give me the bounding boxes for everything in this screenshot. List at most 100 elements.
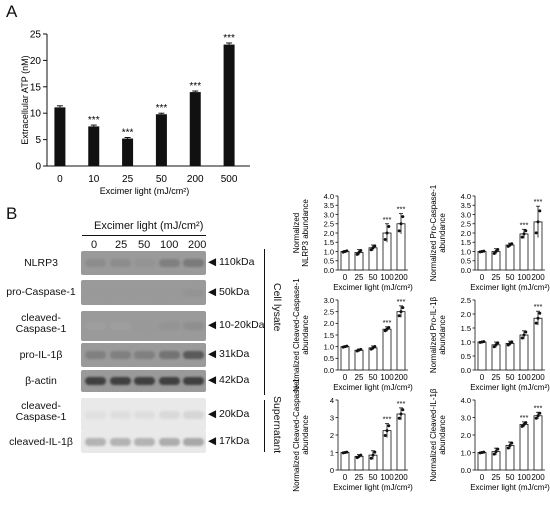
x-tick-label: 200: [394, 473, 408, 482]
bar-500: [223, 44, 235, 167]
data-point: [522, 333, 526, 337]
blot-label: NLRP3: [24, 257, 58, 269]
bar-0: [340, 346, 350, 371]
data-point: [359, 453, 363, 457]
blot-band: [109, 410, 131, 419]
blot-band: [109, 438, 131, 446]
bar-0: [477, 341, 487, 371]
y-tick-label: 1.0: [461, 338, 471, 347]
x-tick-label: 25: [492, 373, 501, 382]
y-tick-label: 3.5: [461, 201, 471, 210]
x-tick-label: 0: [343, 473, 348, 482]
x-tick-label: 25: [492, 273, 501, 282]
x-tick-label: 200: [531, 373, 545, 382]
y-tick-label: 2.0: [324, 229, 334, 238]
blot-band: [85, 377, 106, 385]
significance-mark: ***: [189, 81, 201, 92]
chart-extracellular-atp: 0 5 10 15 20 25 0 *** 10 *** 25 *** 50 *** 200 *** 500 Ex…: [20, 30, 250, 196]
y-tick-label: 5: [35, 135, 41, 146]
data-point: [399, 310, 403, 314]
y-tick-label: 3.0: [461, 413, 471, 422]
bar-200: [396, 413, 406, 471]
blot-band: [134, 259, 155, 267]
data-point: [359, 347, 363, 351]
blot-band: [158, 377, 180, 385]
x-tick-label: 25: [122, 174, 134, 185]
x-axis-label: Excimer light (mJ/cm²): [100, 186, 190, 196]
data-point: [401, 306, 405, 310]
x-tick-label: 25: [355, 273, 364, 282]
bar-0: [340, 452, 350, 471]
y-axis-label: abundance: [438, 315, 447, 355]
data-point: [383, 237, 387, 241]
y-tick-label: 15: [30, 82, 42, 93]
x-tick-label: 0: [480, 273, 485, 282]
x-tick-label: 200: [531, 473, 545, 482]
bar-25: [491, 344, 501, 371]
data-point: [401, 408, 405, 412]
bar-0: [340, 251, 350, 271]
x-tick-label: 100: [517, 473, 531, 482]
panel-a-letter: A: [6, 2, 18, 21]
data-point: [373, 244, 377, 248]
data-point: [524, 330, 528, 334]
blot-label: cleaved- Caspase-1: [15, 400, 67, 423]
data-point: [401, 215, 405, 219]
blot-strip: [81, 370, 206, 392]
bar-25: [122, 138, 134, 166]
y-tick-label: 0: [330, 466, 334, 475]
y-axis-label: Normalized Pro-Caspase-1: [429, 184, 438, 281]
blot-band: [85, 288, 106, 297]
y-tick-label: 2.5: [324, 220, 334, 229]
y-axis-label: Normalized: [292, 213, 301, 253]
data-point: [492, 251, 496, 255]
molecular-weight-marker: ◀ 10-20kDa: [208, 319, 265, 331]
data-point: [520, 424, 524, 428]
y-tick-label: 20: [30, 56, 42, 67]
blot-strip: [81, 280, 206, 305]
x-tick-label: 50: [506, 373, 515, 382]
blot-band: [158, 438, 180, 446]
data-point: [524, 421, 528, 425]
bar-100: [519, 334, 529, 371]
data-point: [482, 450, 486, 454]
data-point: [510, 340, 514, 344]
blot-band: [183, 288, 204, 297]
y-axis-label: Normalized Cleaved-Caspase-1: [292, 378, 301, 492]
y-tick-label: 1.0: [324, 247, 334, 256]
y-tick-label: 1.0: [461, 448, 471, 457]
y-tick-label: 4.0: [461, 192, 471, 201]
bar-0: [477, 251, 487, 271]
data-point: [373, 345, 377, 349]
data-point: [369, 456, 373, 460]
blot-band: [85, 259, 106, 267]
x-tick-label: 100: [380, 473, 394, 482]
y-tick-label: 1: [330, 448, 334, 457]
molecular-weight-marker: ◀ 42kDa: [208, 374, 250, 386]
blot-band: [85, 438, 106, 446]
data-point: [399, 222, 403, 226]
blot-band: [85, 351, 106, 359]
supernatant-bracket: [264, 400, 265, 452]
y-tick-label: 0.0: [324, 266, 334, 275]
y-tick-label: 4.0: [461, 396, 471, 405]
significance-mark: ***: [397, 399, 406, 408]
data-point: [522, 423, 526, 426]
bar-200: [533, 317, 543, 371]
x-axis-label: Excimer light (mJ/cm²): [333, 483, 413, 492]
cell-lysate-bracket: [264, 249, 265, 395]
bar-100: [519, 424, 529, 471]
y-axis-label: Normalized Cleaved-Caspase-1: [292, 278, 301, 392]
significance-mark: ***: [534, 197, 543, 206]
data-point: [482, 340, 486, 344]
significance-mark: ***: [383, 318, 392, 327]
dose-label: 50: [138, 239, 151, 251]
y-tick-label: 3.0: [461, 210, 471, 219]
blot-strip: [81, 343, 206, 367]
blot-header: Excimer light (mJ/cm²): [94, 220, 204, 232]
data-point: [385, 231, 389, 235]
blot-strip: [81, 251, 206, 275]
bar-25: [354, 349, 364, 371]
molecular-weight-marker: ◀ 17kDa: [208, 435, 250, 447]
